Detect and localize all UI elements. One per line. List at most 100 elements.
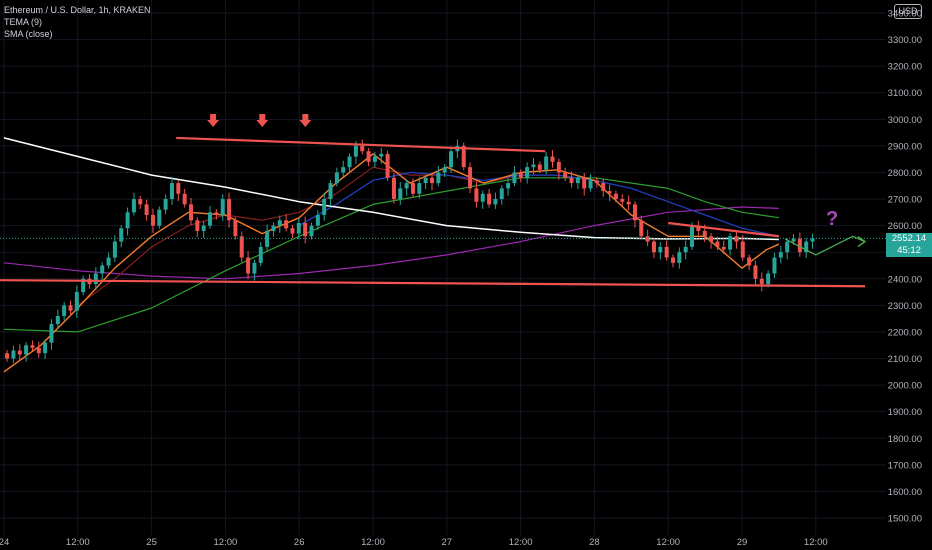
candle-body — [690, 225, 695, 247]
candle-body — [277, 220, 282, 226]
candle-body — [341, 167, 346, 173]
indicator-sma-label[interactable]: SMA (close) — [4, 29, 53, 39]
y-tick-label: 2300.00 — [888, 301, 922, 312]
descending-trendline — [668, 221, 780, 238]
candle-body — [208, 212, 213, 226]
y-tick-label: 2200.00 — [888, 327, 922, 338]
candle-body — [125, 212, 130, 229]
candle-body — [556, 161, 561, 173]
blue-ma-line — [298, 171, 780, 237]
candle-body — [601, 183, 606, 192]
drawings — [0, 113, 886, 288]
candle-body — [442, 167, 447, 173]
candle-body — [385, 153, 390, 178]
x-tick-label: 12:00 — [361, 537, 385, 548]
candle-body — [626, 201, 631, 205]
projection-arrowhead — [857, 236, 867, 248]
candle-body — [201, 225, 206, 231]
candle-body — [613, 193, 618, 200]
candle-body — [100, 265, 105, 274]
currency-button[interactable]: USD — [894, 4, 922, 19]
y-tick-label: 1700.00 — [888, 460, 922, 471]
down-arrow-marker — [256, 113, 269, 127]
candle-body — [322, 199, 327, 215]
candle-body — [575, 177, 580, 184]
candle-body — [43, 342, 48, 354]
y-tick-label: 1800.00 — [888, 434, 922, 445]
candle-body — [30, 345, 35, 348]
candles — [5, 139, 815, 364]
candle-body — [391, 177, 396, 200]
candle-body — [163, 199, 168, 210]
last-price-value: 2552.14 — [891, 233, 927, 244]
candle-body — [182, 193, 187, 205]
candle-body — [651, 241, 656, 253]
candle-body — [785, 241, 790, 253]
candle-body — [290, 228, 295, 234]
candle-body — [436, 172, 441, 184]
candle-body — [677, 252, 682, 263]
candle-body — [157, 209, 162, 226]
candle-body — [68, 305, 73, 311]
candle-body — [620, 199, 625, 202]
green-ma-line — [3, 177, 779, 333]
x-tick-label: 12:00 — [66, 537, 90, 548]
candle-body — [220, 199, 225, 215]
candle-body — [404, 183, 409, 189]
candle-body — [372, 156, 377, 162]
down-arrow-marker — [299, 113, 312, 127]
candle-body — [709, 236, 714, 242]
candle-body — [753, 265, 758, 279]
indicator-tema-label[interactable]: TEMA (9) — [4, 17, 43, 27]
candle-body — [24, 345, 29, 355]
candle-body — [17, 350, 22, 355]
candle-body — [772, 257, 777, 274]
candle-body — [632, 204, 637, 221]
candle-body — [468, 167, 473, 189]
candle-body — [106, 257, 111, 266]
y-tick-label: 1600.00 — [888, 487, 922, 498]
candle-body — [537, 164, 542, 170]
candle-body — [81, 278, 86, 293]
candle-body — [284, 220, 289, 229]
candle-body — [430, 177, 435, 184]
indicator-lines — [3, 137, 780, 373]
candle-body — [525, 167, 530, 178]
x-tick-label: 27 — [442, 537, 453, 548]
support-trendline — [0, 279, 866, 288]
candle-body — [188, 204, 193, 221]
candle-body — [239, 236, 244, 258]
candle-body — [258, 246, 263, 263]
x-tick-label: 25 — [146, 537, 157, 548]
candle-body — [804, 241, 809, 253]
y-axis[interactable]: 3400.00 3300.00 3200.00 3100.00 3000.00 2900.… — [888, 9, 922, 525]
candle-body — [119, 228, 124, 242]
candle-body — [658, 246, 663, 253]
candle-body — [512, 172, 517, 184]
candle-body — [62, 305, 67, 316]
candle-body — [265, 230, 270, 247]
down-arrow-marker — [207, 113, 220, 127]
candle-body — [11, 350, 16, 359]
candle-body — [480, 193, 485, 202]
x-axis[interactable]: 24 12:00 25 12:00 26 12:00 27 12:00 28 12:00 29 12:… — [0, 537, 828, 548]
x-tick-label: 12:00 — [509, 537, 533, 548]
candle-body — [252, 262, 257, 274]
candle-body — [766, 273, 771, 285]
y-tick-label: 2000.00 — [888, 381, 922, 392]
y-tick-label: 1900.00 — [888, 407, 922, 418]
candle-body — [499, 188, 504, 200]
candle-body — [563, 172, 568, 178]
candle-body — [728, 236, 733, 250]
x-tick-label: 26 — [294, 537, 305, 548]
symbol-title[interactable]: Ethereum / U.S. Dollar, 1h, KRAKEN — [4, 5, 151, 15]
y-tick-label: 3100.00 — [888, 88, 922, 99]
candle-body — [195, 220, 200, 231]
x-tick-label: 12:00 — [656, 537, 680, 548]
candle-body — [379, 153, 384, 157]
resistance-trendline — [176, 136, 546, 153]
candle-body — [588, 180, 593, 189]
candle-body — [607, 191, 612, 194]
candle-body — [398, 188, 403, 200]
